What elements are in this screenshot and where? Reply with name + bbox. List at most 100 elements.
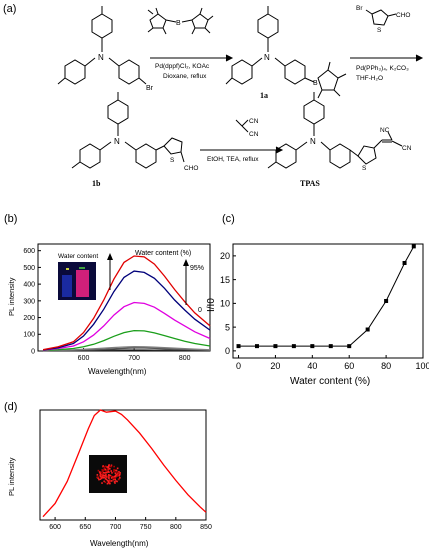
label-95: 95% xyxy=(190,265,204,272)
y-tick-label: 10 xyxy=(220,299,230,309)
y-tick-label: 300 xyxy=(23,298,35,305)
nc-tpas: NC xyxy=(380,127,390,134)
y-tick-label: 400 xyxy=(23,282,35,289)
y-tick-label: 20 xyxy=(220,251,230,261)
reagent-2a: Pd(PPh₃)₄, K₂CO₃ xyxy=(356,65,409,72)
atom-br-2: Br xyxy=(356,5,363,12)
ratio-point xyxy=(411,244,416,249)
x-tick-label: 100 xyxy=(415,361,429,371)
ratio-point xyxy=(291,344,296,349)
ratio-point xyxy=(273,344,278,349)
cho-1b: CHO xyxy=(184,165,198,172)
reagent-2b: THF-H₂O xyxy=(356,75,383,82)
nanoparticle-inset-image xyxy=(89,455,127,493)
chart-b: (b) 600 700 800 0 100 200 300 400 500 600 Water c… xyxy=(4,213,211,376)
cho-2: CHO xyxy=(396,12,410,19)
x-tick-label: 650 xyxy=(79,524,91,531)
ratio-point xyxy=(254,344,259,349)
y-tick-label: 15 xyxy=(220,275,230,285)
y-tick-label: 200 xyxy=(23,315,35,322)
emission-line xyxy=(42,409,207,518)
atom-s-1b: S xyxy=(170,157,175,164)
x-tick-label: 800 xyxy=(170,524,182,531)
x-tick-label: 700 xyxy=(128,355,140,362)
chart-c-frame xyxy=(232,243,424,359)
spectrum-line-4 xyxy=(43,301,211,351)
y-tick-label: 600 xyxy=(23,248,35,255)
atom-s-2: S xyxy=(377,27,382,34)
arrow-step-3: CN CN EtOH, TEA, reflux xyxy=(200,118,284,163)
boron-label: B xyxy=(176,20,181,27)
reagent-3: EtOH, TEA, reflux xyxy=(207,156,259,163)
chart-d-frame xyxy=(39,409,207,521)
chart-d-series xyxy=(42,409,207,518)
cn-tpas: CN xyxy=(402,145,412,152)
atom-n-1b: N xyxy=(114,137,120,146)
y-tick-label: 0 xyxy=(225,346,230,356)
y-tick-label: 500 xyxy=(23,265,35,272)
chart-d-ylabel: PL intensity xyxy=(7,457,16,496)
x-tick-label: 700 xyxy=(110,524,122,531)
y-tick-label: 100 xyxy=(23,332,35,339)
label-tpas: TPAS xyxy=(300,179,320,188)
compound-tpas: N S NC CN TPAS xyxy=(267,92,412,188)
ratio-point xyxy=(365,327,370,332)
y-tick-label: 0 xyxy=(31,348,35,355)
atom-b-1a: B xyxy=(313,80,318,87)
panel-label-b: (b) xyxy=(4,213,17,225)
atom-n-1a: N xyxy=(264,53,270,62)
chart-b-xlabel: Wavelength(nm) xyxy=(88,367,147,376)
label-1a: 1a xyxy=(260,91,268,100)
y-tick-label: 5 xyxy=(225,322,230,332)
atom-br: Br xyxy=(146,85,154,92)
panel-label-d: (d) xyxy=(4,401,17,413)
x-tick-label: 0 xyxy=(236,361,241,371)
x-tick-label: 600 xyxy=(49,524,61,531)
cn-top: CN xyxy=(249,118,259,125)
ratio-point xyxy=(347,344,352,349)
arrow-step-1: B Pd(dppf)Cl₂, KOAc Dioxane, reflux xyxy=(147,7,234,80)
x-tick-label: 40 xyxy=(307,361,317,371)
chart-c: (c) 0 20 40 60 80 100 0 5 10 15 20 Water content (… xyxy=(206,213,429,387)
atom-s-tpas: S xyxy=(362,165,367,172)
spectrum-line-2 xyxy=(43,346,211,352)
chart-d: (d) 600 650 700 750 800 850 Wavelength(nm) PL… xyxy=(4,401,212,548)
ratio-line xyxy=(238,246,415,347)
spectrum-line-6 xyxy=(42,255,211,351)
x-tick-label: 20 xyxy=(270,361,280,371)
x-tick-label: 80 xyxy=(381,361,391,371)
chart-b-ticks: 600 700 800 0 100 200 300 400 500 600 xyxy=(23,248,190,362)
reaction-scheme: (a) N Br xyxy=(3,3,424,188)
ratio-point xyxy=(328,344,333,349)
chart-b-series xyxy=(42,255,211,352)
chart-d-xlabel: Wavelength(nm) xyxy=(90,539,149,548)
x-tick-label: 60 xyxy=(344,361,354,371)
arrow-up-head xyxy=(107,253,113,260)
x-tick-label: 600 xyxy=(78,355,90,362)
chart-b-frame xyxy=(37,243,211,352)
spectrum-line-3 xyxy=(43,329,211,351)
panel-label-a: (a) xyxy=(3,3,16,15)
atom-n-tpas: N xyxy=(310,137,316,146)
label-1b: 1b xyxy=(92,179,101,188)
reagent-1a: Pd(dppf)Cl₂, KOAc xyxy=(155,63,210,70)
x-tick-label: 850 xyxy=(200,524,212,531)
chart-c-ticks: 0 20 40 60 80 100 0 5 10 15 20 xyxy=(220,251,429,371)
x-tick-label: 750 xyxy=(140,524,152,531)
spectrum-line-5 xyxy=(43,270,211,351)
ratio-point xyxy=(310,344,315,349)
cn-bottom: CN xyxy=(249,131,259,138)
compound-1a: N B 1a xyxy=(225,6,347,100)
arrow-right-head xyxy=(183,259,189,266)
chart-d-ticks: 600 650 700 750 800 850 xyxy=(49,517,212,531)
chart-c-series xyxy=(236,244,416,349)
chart-b-ylabel: PL intensity xyxy=(7,277,16,316)
x-tick-label: 800 xyxy=(179,355,191,362)
chart-c-xlabel: Water content (%) xyxy=(290,376,370,387)
vial-inset-photo xyxy=(58,262,96,300)
atom-n: N xyxy=(98,53,104,62)
panel-label-c: (c) xyxy=(222,213,235,225)
ratio-point xyxy=(384,299,389,303)
inset-label: Water content xyxy=(58,253,98,260)
